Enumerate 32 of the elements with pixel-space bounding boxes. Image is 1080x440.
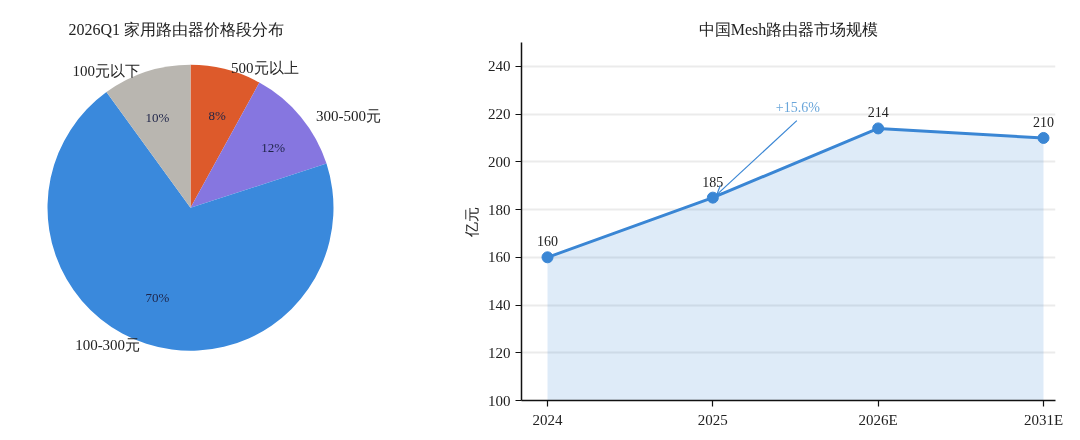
chart-title: 2026Q1 家用路由器价格段分布	[68, 20, 285, 38]
y-tick-label: 220	[488, 106, 511, 123]
slice-label: 500元以上	[231, 60, 299, 77]
data-label: 160	[537, 234, 558, 250]
data-label: 12%	[261, 139, 286, 155]
chart-title: 中国Mesh路由器市场规模	[698, 20, 879, 38]
data-label: 8%	[208, 108, 227, 124]
y-axis-title: 亿元	[464, 206, 480, 238]
x-tick-label: 2031E	[1023, 411, 1064, 428]
y-tick-label: 100	[488, 392, 511, 409]
data-label: 10%	[145, 110, 170, 126]
point	[541, 251, 554, 264]
y-tick-label: 120	[488, 344, 511, 361]
x-tick-label: 2026E	[858, 411, 898, 428]
slice-label: 300-500元	[316, 107, 382, 124]
point	[872, 122, 885, 135]
y-tick-label: 160	[488, 249, 511, 266]
x-tick-label: 2024	[532, 411, 563, 428]
data-label: 185	[702, 174, 724, 190]
annotation: +15.6%	[775, 100, 821, 116]
data-label: 214	[867, 105, 889, 121]
y-tick-label: 240	[488, 58, 511, 75]
slice-label: 100-300元	[75, 336, 141, 353]
point	[706, 191, 719, 204]
y-tick-label: 180	[488, 201, 511, 218]
y-tick-label: 140	[488, 297, 511, 314]
slice-label: 100元以下	[72, 62, 141, 79]
x-tick-label: 2025	[697, 411, 728, 428]
y-tick-label: 200	[488, 153, 511, 170]
data-label: 210	[1033, 114, 1054, 130]
data-label: 70%	[145, 290, 170, 306]
point	[1037, 131, 1050, 144]
